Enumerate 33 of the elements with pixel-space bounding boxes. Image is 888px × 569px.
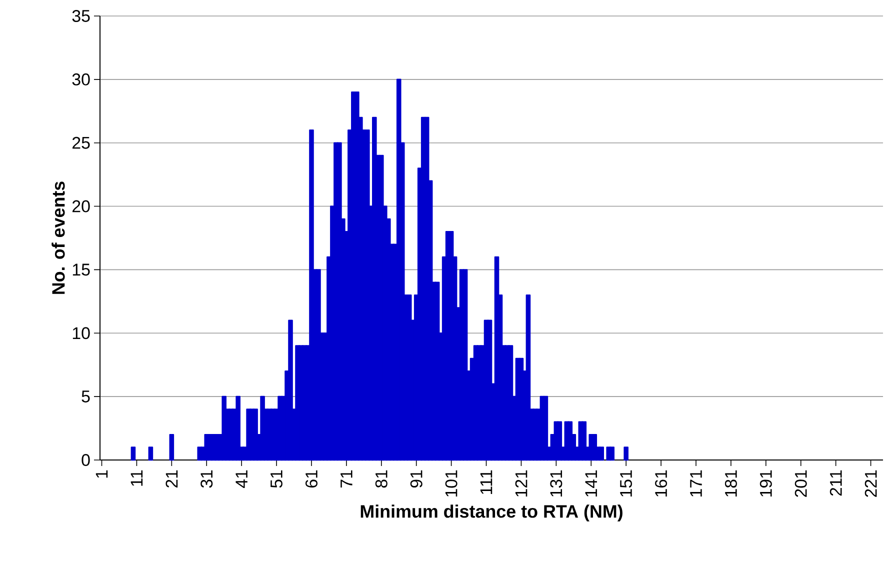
x-tick-label: 31 — [200, 470, 213, 488]
x-tick-label: 131 — [550, 470, 562, 496]
x-tick-label: 181 — [724, 470, 737, 496]
y-axis-title: No. of events — [52, 182, 65, 294]
x-tick-label: 41 — [236, 470, 248, 488]
x-tick-label: 141 — [585, 470, 597, 496]
x-tick-label: 161 — [655, 470, 668, 496]
x-tick-label: 111 — [480, 470, 492, 494]
x-tick-label: 221 — [864, 470, 877, 497]
y-tick-label: 5 — [82, 390, 90, 402]
x-tick-label: 11 — [130, 470, 143, 486]
y-tick-label: 10 — [72, 327, 90, 340]
y-tick-label: 20 — [72, 200, 90, 212]
x-tick-label: 101 — [445, 470, 458, 496]
y-tick-label: 30 — [72, 73, 90, 86]
x-tick-label: 151 — [620, 470, 632, 496]
x-tick-label: 171 — [690, 470, 702, 496]
x-tick-label: 201 — [794, 470, 807, 497]
x-tick-label: 91 — [410, 470, 422, 488]
y-tick-label: 15 — [72, 264, 90, 276]
x-tick-label: 1 — [96, 470, 108, 478]
x-tick-label: 71 — [340, 470, 352, 488]
x-tick-label: 61 — [305, 470, 318, 488]
x-tick-label: 211 — [830, 470, 842, 496]
x-tick-label: 21 — [166, 470, 178, 488]
x-tick-label: 191 — [760, 470, 772, 496]
x-tick-label: 81 — [375, 470, 388, 488]
x-axis-title: Minimum distance to RTA (NM) — [360, 504, 622, 522]
y-tick-label: 25 — [72, 136, 90, 149]
x-tick-label: 51 — [270, 470, 282, 488]
y-tick-label: 35 — [72, 10, 90, 22]
y-tick-label: 0 — [82, 454, 90, 466]
x-tick-label: 121 — [515, 470, 528, 496]
